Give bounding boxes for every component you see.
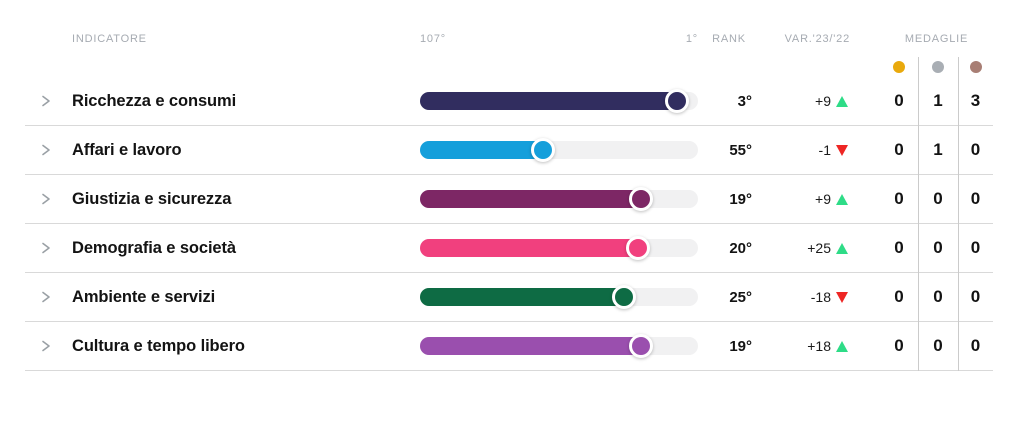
rank-bar-track xyxy=(420,138,698,162)
rank-bar-fill xyxy=(420,141,554,159)
silver-medal-count: 0 xyxy=(933,238,943,257)
indicator-label: Ambiente e servizi xyxy=(72,287,216,306)
indicator-label: Demografia e società xyxy=(72,238,236,257)
indicator-label: Cultura e tempo libero xyxy=(72,336,245,355)
rank-bar-track xyxy=(420,236,698,260)
rank-value: 20° xyxy=(729,239,752,257)
indicator-row[interactable]: Giustizia e sicurezza 19° +9 0 0 0 xyxy=(25,175,993,224)
variation-value: +18 xyxy=(807,338,831,354)
rank-bar-knob xyxy=(612,285,637,309)
gold-medal-count: 0 xyxy=(894,189,904,208)
triangle-up-icon xyxy=(836,193,848,205)
bronze-medal-icon xyxy=(969,61,982,73)
silver-medal-icon xyxy=(932,61,944,73)
rank-bar-fill xyxy=(420,288,635,306)
rank-bar-knob xyxy=(628,334,653,358)
table-header: INDICATORE 107° 1° RANK VAR.'23/'22 MEDA… xyxy=(25,33,993,45)
rank-bar-knob xyxy=(531,138,556,162)
triangle-down-icon xyxy=(836,144,848,156)
rank-bar-knob xyxy=(625,236,650,260)
silver-medal-count: 0 xyxy=(933,287,943,306)
bronze-medal-count: 0 xyxy=(970,140,981,159)
gold-medal-count: 0 xyxy=(894,336,904,355)
variation-value: +25 xyxy=(807,240,831,256)
rank-value: 25° xyxy=(729,288,752,306)
silver-medal-count: 1 xyxy=(933,140,943,159)
gold-medal-count: 0 xyxy=(894,91,904,110)
variation-value: -18 xyxy=(810,289,831,305)
column-header-medals: MEDAGLIE xyxy=(904,33,969,45)
rank-value: 55° xyxy=(729,141,752,159)
variation-value: +9 xyxy=(815,191,831,207)
indicator-row[interactable]: Demografia e società 20° +25 0 0 0 xyxy=(25,224,993,273)
rank-bar-track xyxy=(420,187,698,211)
chevron-right-icon[interactable] xyxy=(40,143,52,157)
medal-column-divider xyxy=(958,57,959,371)
chevron-right-icon[interactable] xyxy=(40,241,52,255)
chevron-right-icon[interactable] xyxy=(40,192,52,206)
rank-bar-knob xyxy=(664,89,689,113)
rank-bar-fill xyxy=(420,190,651,208)
rank-value: 19° xyxy=(729,337,752,355)
bronze-medal-count: 0 xyxy=(970,189,981,208)
triangle-up-icon xyxy=(836,242,848,254)
triangle-down-icon xyxy=(836,291,848,303)
triangle-up-icon xyxy=(836,95,848,107)
rank-bar-knob xyxy=(628,187,653,211)
medal-legend-row xyxy=(25,45,993,77)
rank-bar-fill xyxy=(420,239,648,257)
medal-column-divider xyxy=(918,57,919,371)
gold-medal-count: 0 xyxy=(894,287,904,306)
indicator-label: Affari e lavoro xyxy=(72,140,182,159)
column-header-variation: VAR.'23/'22 xyxy=(784,33,850,45)
indicator-row[interactable]: Ambiente e servizi 25° -18 0 0 0 xyxy=(25,273,993,322)
indicator-row[interactable]: Ricchezza e consumi 3° +9 0 1 3 xyxy=(25,77,993,126)
variation-value: +9 xyxy=(815,93,831,109)
indicator-label: Giustizia e sicurezza xyxy=(72,189,232,208)
rank-bar-fill xyxy=(420,337,651,355)
silver-medal-count: 0 xyxy=(933,189,943,208)
rank-bar-track xyxy=(420,285,698,309)
bronze-medal-count: 0 xyxy=(970,336,981,355)
column-header-rank: RANK xyxy=(712,33,746,45)
rank-bar-track xyxy=(420,334,698,358)
chevron-right-icon[interactable] xyxy=(40,290,52,304)
indicator-rows: Ricchezza e consumi 3° +9 0 1 3 Affari e lavor… xyxy=(0,77,1024,371)
indicator-row[interactable]: Cultura e tempo libero 19° +18 0 0 0 xyxy=(25,322,993,371)
bar-scale: 107° 1° xyxy=(420,33,698,45)
column-header-indicator: INDICATORE xyxy=(72,33,147,45)
rank-bar-track xyxy=(420,89,698,113)
bronze-medal-count: 0 xyxy=(970,238,981,257)
gold-medal-icon xyxy=(893,61,905,73)
rank-value: 19° xyxy=(729,190,752,208)
indicator-label: Ricchezza e consumi xyxy=(72,91,237,110)
variation-value: -1 xyxy=(818,142,831,158)
bronze-medal-count: 0 xyxy=(970,287,981,306)
gold-medal-count: 0 xyxy=(894,238,904,257)
bronze-medal-count: 3 xyxy=(970,91,981,110)
indicator-row[interactable]: Affari e lavoro 55° -1 0 1 0 xyxy=(25,126,993,175)
chevron-right-icon[interactable] xyxy=(40,339,52,353)
rank-value: 3° xyxy=(737,92,752,110)
triangle-up-icon xyxy=(836,340,848,352)
chevron-right-icon[interactable] xyxy=(40,94,52,108)
scale-best-label: 1° xyxy=(685,33,698,45)
rank-bar-fill xyxy=(420,92,687,110)
silver-medal-count: 1 xyxy=(933,91,943,110)
silver-medal-count: 0 xyxy=(933,336,943,355)
gold-medal-count: 0 xyxy=(894,140,904,159)
scale-worst-label: 107° xyxy=(420,33,446,45)
